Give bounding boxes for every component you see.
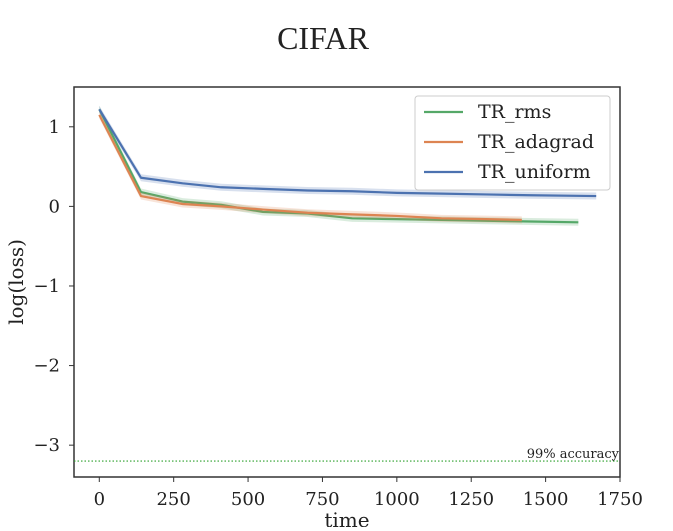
y-axis-label: log(loss) [4,239,28,325]
y-tick-label: 1 [49,117,60,138]
x-tick-label: 1750 [597,489,643,510]
x-tick-label: 0 [94,489,105,510]
y-tick-label: −3 [33,435,60,456]
series-line [98,108,579,224]
y-tick-label: −2 [33,356,60,377]
x-tick-label: 250 [156,489,190,510]
chart-title: CIFAR [277,20,370,56]
y-tick-label: 0 [49,196,60,217]
x-tick-label: 1000 [374,489,420,510]
plot-frame [73,86,621,478]
x-tick-label: 500 [231,489,265,510]
reference-line-label: 99% accuracy [527,447,620,462]
legend-box [414,95,611,191]
x-axis-ticks: 0 250 500 750 1000 1250 1500 1750 [94,477,643,510]
series-group [98,105,597,226]
series-line [98,114,522,222]
x-tick-label: 1500 [523,489,569,510]
series-line [98,108,597,198]
legend-label: TR_adagrad [478,131,594,153]
legend-items: TR_rms TR_adagrad TR_uniform [424,101,594,183]
y-axis-ticks: 1 0 −1 −2 −3 [33,117,74,456]
legend-label: TR_rms [478,101,551,123]
legend: TR_rms TR_adagrad TR_uniform [414,95,611,191]
x-axis-label: time [324,508,369,527]
y-tick-label: −1 [33,276,60,297]
x-tick-label: 1250 [448,489,494,510]
legend-label: TR_uniform [478,161,591,183]
x-tick-label: 750 [305,489,339,510]
reference-line-group: 99% accuracy [74,447,620,462]
